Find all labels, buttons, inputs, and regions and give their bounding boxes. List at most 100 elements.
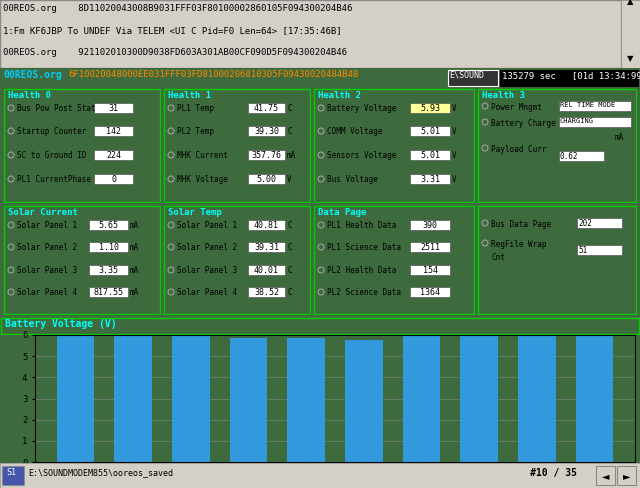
Bar (448, 70, 498, 86)
Text: mA: mA (130, 288, 140, 297)
Text: SC to Ground ID: SC to Ground ID (17, 151, 86, 160)
Text: C: C (287, 288, 292, 297)
Text: Payload Curr: Payload Curr (491, 145, 547, 154)
Bar (2, 466, 24, 485)
Bar (56, 337, 94, 462)
Text: Solar Panel 3: Solar Panel 3 (17, 266, 77, 275)
Bar (500, 70, 638, 86)
Text: 390: 390 (422, 221, 438, 230)
Text: mA: mA (130, 221, 140, 230)
Text: ▲: ▲ (627, 0, 634, 6)
Bar (577, 245, 622, 255)
Bar (172, 337, 209, 462)
Bar (89, 287, 128, 297)
Text: 38.52: 38.52 (254, 288, 279, 297)
Bar (248, 126, 285, 136)
Text: 00REOS.org: 00REOS.org (3, 70, 61, 80)
Bar (230, 338, 268, 462)
Text: #10 / 35: #10 / 35 (530, 468, 577, 478)
Text: 5.01: 5.01 (420, 127, 440, 136)
Bar (94, 103, 133, 113)
Bar (248, 174, 285, 184)
Text: RegFile Wrap: RegFile Wrap (491, 240, 547, 249)
Text: 2511: 2511 (420, 243, 440, 252)
Text: C: C (287, 104, 292, 113)
Text: 224: 224 (106, 151, 121, 160)
Bar (248, 242, 285, 252)
Text: E:\SOUNDMODEM855\ooreos_saved: E:\SOUNDMODEM855\ooreos_saved (28, 468, 173, 477)
Text: Solar Panel 4: Solar Panel 4 (17, 288, 77, 297)
Text: C: C (287, 127, 292, 136)
Bar (403, 337, 440, 462)
Text: Health 3: Health 3 (482, 91, 525, 100)
Text: MHK Current: MHK Current (177, 151, 228, 160)
Text: 1:Fm KF6JBP To UNDEF Via TELEM <UI C Pid=F0 Len=64> [17:35:46B]: 1:Fm KF6JBP To UNDEF Via TELEM <UI C Pid… (3, 26, 342, 35)
Text: mA: mA (130, 243, 140, 252)
Text: 142: 142 (106, 127, 121, 136)
Text: ►: ► (623, 471, 630, 481)
Text: mA: mA (615, 133, 624, 142)
Text: 31: 31 (109, 104, 118, 113)
Text: Startup Counter: Startup Counter (17, 127, 86, 136)
Bar (410, 126, 450, 136)
Text: 41.75: 41.75 (254, 104, 279, 113)
Text: 3.35: 3.35 (99, 266, 118, 275)
Text: COMM Voltage: COMM Voltage (327, 127, 383, 136)
Text: Battery Charge: Battery Charge (491, 119, 556, 128)
Bar (94, 150, 133, 160)
Text: Battery Voltage: Battery Voltage (327, 104, 396, 113)
Bar (577, 218, 622, 228)
Text: 40.81: 40.81 (254, 221, 279, 230)
Text: MHK Voltage: MHK Voltage (177, 175, 228, 184)
Bar (248, 220, 285, 230)
Text: Bus Pow Post Stat: Bus Pow Post Stat (17, 104, 95, 113)
Text: 39.31: 39.31 (254, 243, 279, 252)
Text: ◄: ◄ (602, 471, 609, 481)
Text: 5.01: 5.01 (420, 151, 440, 160)
Text: V: V (452, 127, 456, 136)
Text: 5.65: 5.65 (99, 221, 118, 230)
Text: S1: S1 (6, 468, 16, 477)
Text: 6F10020048000EE031FFF03FD810002068103D5F09430020484B48: 6F10020048000EE031FFF03FD810002068103D5F… (68, 70, 358, 79)
Text: Bus Data Page: Bus Data Page (491, 220, 551, 229)
Text: 202: 202 (578, 219, 592, 228)
Text: Health 0: Health 0 (8, 91, 51, 100)
Bar (559, 101, 631, 111)
Bar (617, 466, 636, 485)
Bar (518, 337, 556, 462)
Text: V: V (287, 175, 292, 184)
Text: 5.93: 5.93 (420, 104, 440, 113)
Text: Power Mngmt: Power Mngmt (491, 103, 542, 112)
Text: 1.10: 1.10 (99, 243, 118, 252)
Text: V: V (452, 175, 456, 184)
Text: 1364: 1364 (420, 288, 440, 297)
Text: PL1 Health Data: PL1 Health Data (327, 221, 396, 230)
Text: V: V (452, 104, 456, 113)
Bar (410, 242, 450, 252)
Text: Battery Voltage (V): Battery Voltage (V) (5, 319, 116, 329)
Text: Solar Panel 4: Solar Panel 4 (177, 288, 237, 297)
Text: 5.00: 5.00 (257, 175, 276, 184)
Bar (1, 318, 639, 334)
Text: 135279 sec   [01d 13:34:99]: 135279 sec [01d 13:34:99] (502, 71, 640, 80)
Text: PL1 Temp: PL1 Temp (177, 104, 214, 113)
Bar (89, 220, 128, 230)
Text: Solar Panel 2: Solar Panel 2 (177, 243, 237, 252)
Text: Health 2: Health 2 (318, 91, 361, 100)
Text: Health 1: Health 1 (168, 91, 211, 100)
Text: Cnt: Cnt (491, 253, 505, 262)
Bar (248, 150, 285, 160)
Bar (94, 126, 133, 136)
Text: Solar Temp: Solar Temp (168, 208, 221, 217)
Text: 154: 154 (422, 266, 438, 275)
Bar (410, 265, 450, 275)
Text: C: C (287, 221, 292, 230)
Text: PL1 Science Data: PL1 Science Data (327, 243, 401, 252)
Text: V: V (452, 151, 456, 160)
Text: ▼: ▼ (627, 54, 634, 63)
Bar (410, 150, 450, 160)
Text: Solar Panel 1: Solar Panel 1 (177, 221, 237, 230)
Text: PL2 Temp: PL2 Temp (177, 127, 214, 136)
Text: PL2 Health Data: PL2 Health Data (327, 266, 396, 275)
Text: 817.55: 817.55 (93, 288, 124, 297)
